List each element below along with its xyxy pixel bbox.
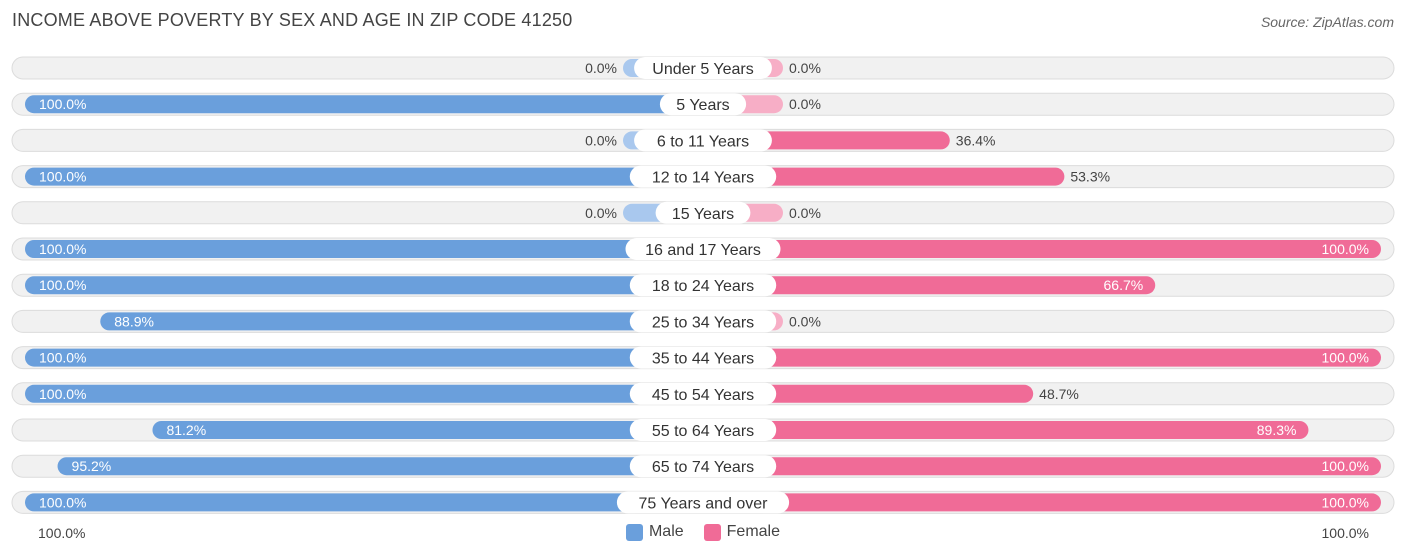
value-label-female: 53.3% <box>1070 169 1110 185</box>
category-pill <box>659 93 747 116</box>
category-label: 45 to 54 Years <box>652 387 754 404</box>
bar-male <box>25 493 703 512</box>
legend-label-female: Female <box>726 523 781 540</box>
category-pill <box>616 491 790 514</box>
bar-female <box>703 384 1034 403</box>
category-pill <box>629 455 777 478</box>
bar-chart: 0.0% 0.0% Under 5 Years 100.0% 0.0% 5 Years 0.… <box>11 56 1395 514</box>
bar-female <box>703 457 1381 476</box>
legend-item-male[interactable]: Male <box>625 523 684 541</box>
bar-male <box>152 421 704 439</box>
bar-male <box>25 240 703 258</box>
category-pill <box>629 165 777 188</box>
bar-female <box>703 167 1065 186</box>
legend-swatch-female <box>703 523 721 541</box>
bar-male <box>100 312 704 331</box>
category-label: 65 to 74 Years <box>652 459 754 476</box>
bar-female <box>703 421 1309 439</box>
bar-female <box>703 348 1381 367</box>
bar-male <box>25 95 703 114</box>
category-pill <box>634 57 772 79</box>
category-pill <box>655 201 751 224</box>
bar-female <box>703 493 1381 512</box>
category-label: 16 and 17 Years <box>645 242 761 259</box>
value-label-female: 0.0% <box>789 205 821 221</box>
category-label: 75 Years and over <box>639 495 769 512</box>
axis-left-label: 100.0% <box>38 525 86 541</box>
category-label: 5 Years <box>676 97 729 114</box>
value-label-female: 0.0% <box>789 60 821 76</box>
category-label: 18 to 24 Years <box>652 278 754 295</box>
category-label: 25 to 34 Years <box>652 314 754 331</box>
value-label-male: 100.0% <box>39 494 86 510</box>
axis-right-label: 100.0% <box>1321 525 1369 541</box>
value-label-female: 100.0% <box>1322 494 1369 510</box>
category-label: 6 to 11 Years <box>657 133 749 150</box>
value-label-female: 66.7% <box>1104 277 1144 293</box>
value-label-female: 48.7% <box>1039 386 1079 402</box>
category-label: 55 to 64 Years <box>652 423 754 440</box>
bar-female <box>703 276 1156 295</box>
legend-swatch-male <box>625 523 643 541</box>
category-pill <box>629 419 777 441</box>
bar-male <box>25 384 703 403</box>
bar-male <box>25 276 703 295</box>
bar-male <box>25 167 703 186</box>
value-label-male: 100.0% <box>39 350 86 366</box>
value-label-female: 100.0% <box>1322 241 1369 257</box>
category-label: 15 Years <box>672 206 734 223</box>
bar-female <box>703 240 1381 258</box>
chart-source: Source: ZipAtlas.com <box>1260 14 1394 30</box>
value-label-female: 0.0% <box>789 96 821 112</box>
value-label-male: 0.0% <box>585 60 617 76</box>
value-label-male: 88.9% <box>114 313 154 329</box>
bar-male <box>25 348 703 367</box>
legend-label-male: Male <box>648 523 684 540</box>
value-label-male: 81.2% <box>166 422 206 438</box>
value-label-female: 100.0% <box>1322 458 1369 474</box>
value-label-male: 0.0% <box>585 205 617 221</box>
legend-item-female[interactable]: Female <box>703 523 781 541</box>
category-pill <box>629 382 777 405</box>
value-label-male: 100.0% <box>39 241 86 257</box>
category-pill <box>629 310 777 333</box>
value-label-male: 100.0% <box>39 277 86 293</box>
value-label-female: 100.0% <box>1322 350 1369 366</box>
value-label-female: 0.0% <box>789 313 821 329</box>
chart-title: INCOME ABOVE POVERTY BY SEX AND AGE IN Z… <box>12 10 573 30</box>
value-label-male: 100.0% <box>39 169 86 185</box>
value-label-male: 100.0% <box>39 96 86 112</box>
category-pill <box>629 274 777 297</box>
category-label: Under 5 Years <box>652 61 753 78</box>
category-pill <box>634 129 772 152</box>
value-label-male: 95.2% <box>72 458 112 474</box>
category-label: 12 to 14 Years <box>652 170 754 187</box>
value-label-female: 36.4% <box>956 132 996 148</box>
value-label-male: 0.0% <box>585 132 617 148</box>
value-label-female: 89.3% <box>1257 422 1297 438</box>
category-label: 35 to 44 Years <box>652 351 754 368</box>
category-pill <box>625 238 781 260</box>
value-label-male: 100.0% <box>39 386 86 402</box>
bar-male <box>57 457 703 476</box>
category-pill <box>629 346 777 369</box>
legend: Male Female <box>0 523 1406 541</box>
